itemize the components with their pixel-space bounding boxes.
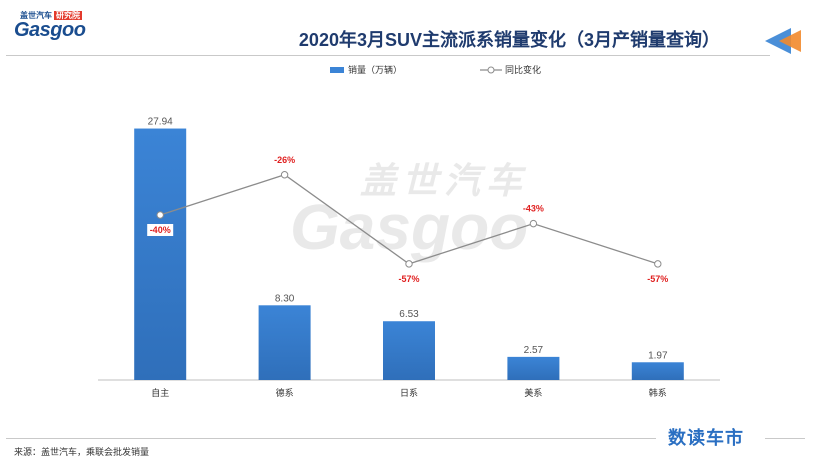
yoy-point-1 [280,171,289,179]
yoy-label-2: -57% [398,274,419,284]
brand-mark: 数读车市 [668,428,744,448]
x-tick-label-1: 德系 [276,387,294,399]
yoy-label-bg-4 [644,272,671,285]
bar-4 [631,362,684,380]
legend-bar-swatch [330,66,344,73]
x-tick-label-0: 自主 [151,387,169,399]
logo-cn-text: 盖世汽车 研究院 [20,11,82,20]
yoy-label-0: -40% [150,225,171,235]
yoy-point-3 [529,219,538,228]
yoy-point-2 [405,260,413,268]
x-tick-label-2: 日系 [400,388,418,399]
yoy-label-3: -43% [523,204,544,214]
yoy-label-1: -26% [274,155,295,165]
bar-2 [383,321,435,380]
yoy-label-bg-0 [147,224,174,236]
yoy-label-bg-3 [520,202,547,215]
legend-item-bar: 销量（万辆） [330,63,402,76]
bar-0 [134,128,187,380]
legend: 销量（万辆） 同比变化 [0,63,820,77]
yoy-point-4 [654,260,662,268]
yoy-label-bg-1 [271,153,298,166]
logo-en-text: Gasgoo [14,19,86,41]
x-tick-label-4: 韩系 [649,387,667,399]
bar-value-label-2: 6.53 [399,309,419,320]
brand-divider [765,438,805,439]
source-note: 来源：盖世汽车，乘联会批发销量 [14,447,150,457]
legend-item-line: 同比变化 [480,63,541,76]
legend-bar-label: 销量（万辆） [348,65,403,75]
yoy-label-4: -57% [647,274,668,284]
gasgoo-logo: 盖世汽车 研究院 Gasgoo [10,10,120,44]
bar-value-label-1: 8.30 [275,293,295,304]
chart-title: 2020年3月SUV主流派系销量变化（3月产销量查询） [298,30,720,50]
bar-value-label-4: 1.97 [648,350,668,361]
bar-3 [507,356,560,380]
corner-arrow-icon [765,28,801,54]
yoy-line [159,174,659,265]
logo-tag: 研究院 [54,11,82,20]
title-divider [6,55,770,56]
bar-value-label-0: 27.94 [148,117,173,128]
bar-1 [258,305,311,380]
x-tick-label-3: 美系 [524,387,542,399]
yoy-point-0 [156,211,164,219]
yoy-label-bg-2 [396,272,422,285]
legend-line-swatch [480,66,502,73]
legend-line-label: 同比变化 [505,65,542,75]
bar-value-label-3: 2.57 [524,345,544,356]
footer-divider [6,438,656,439]
